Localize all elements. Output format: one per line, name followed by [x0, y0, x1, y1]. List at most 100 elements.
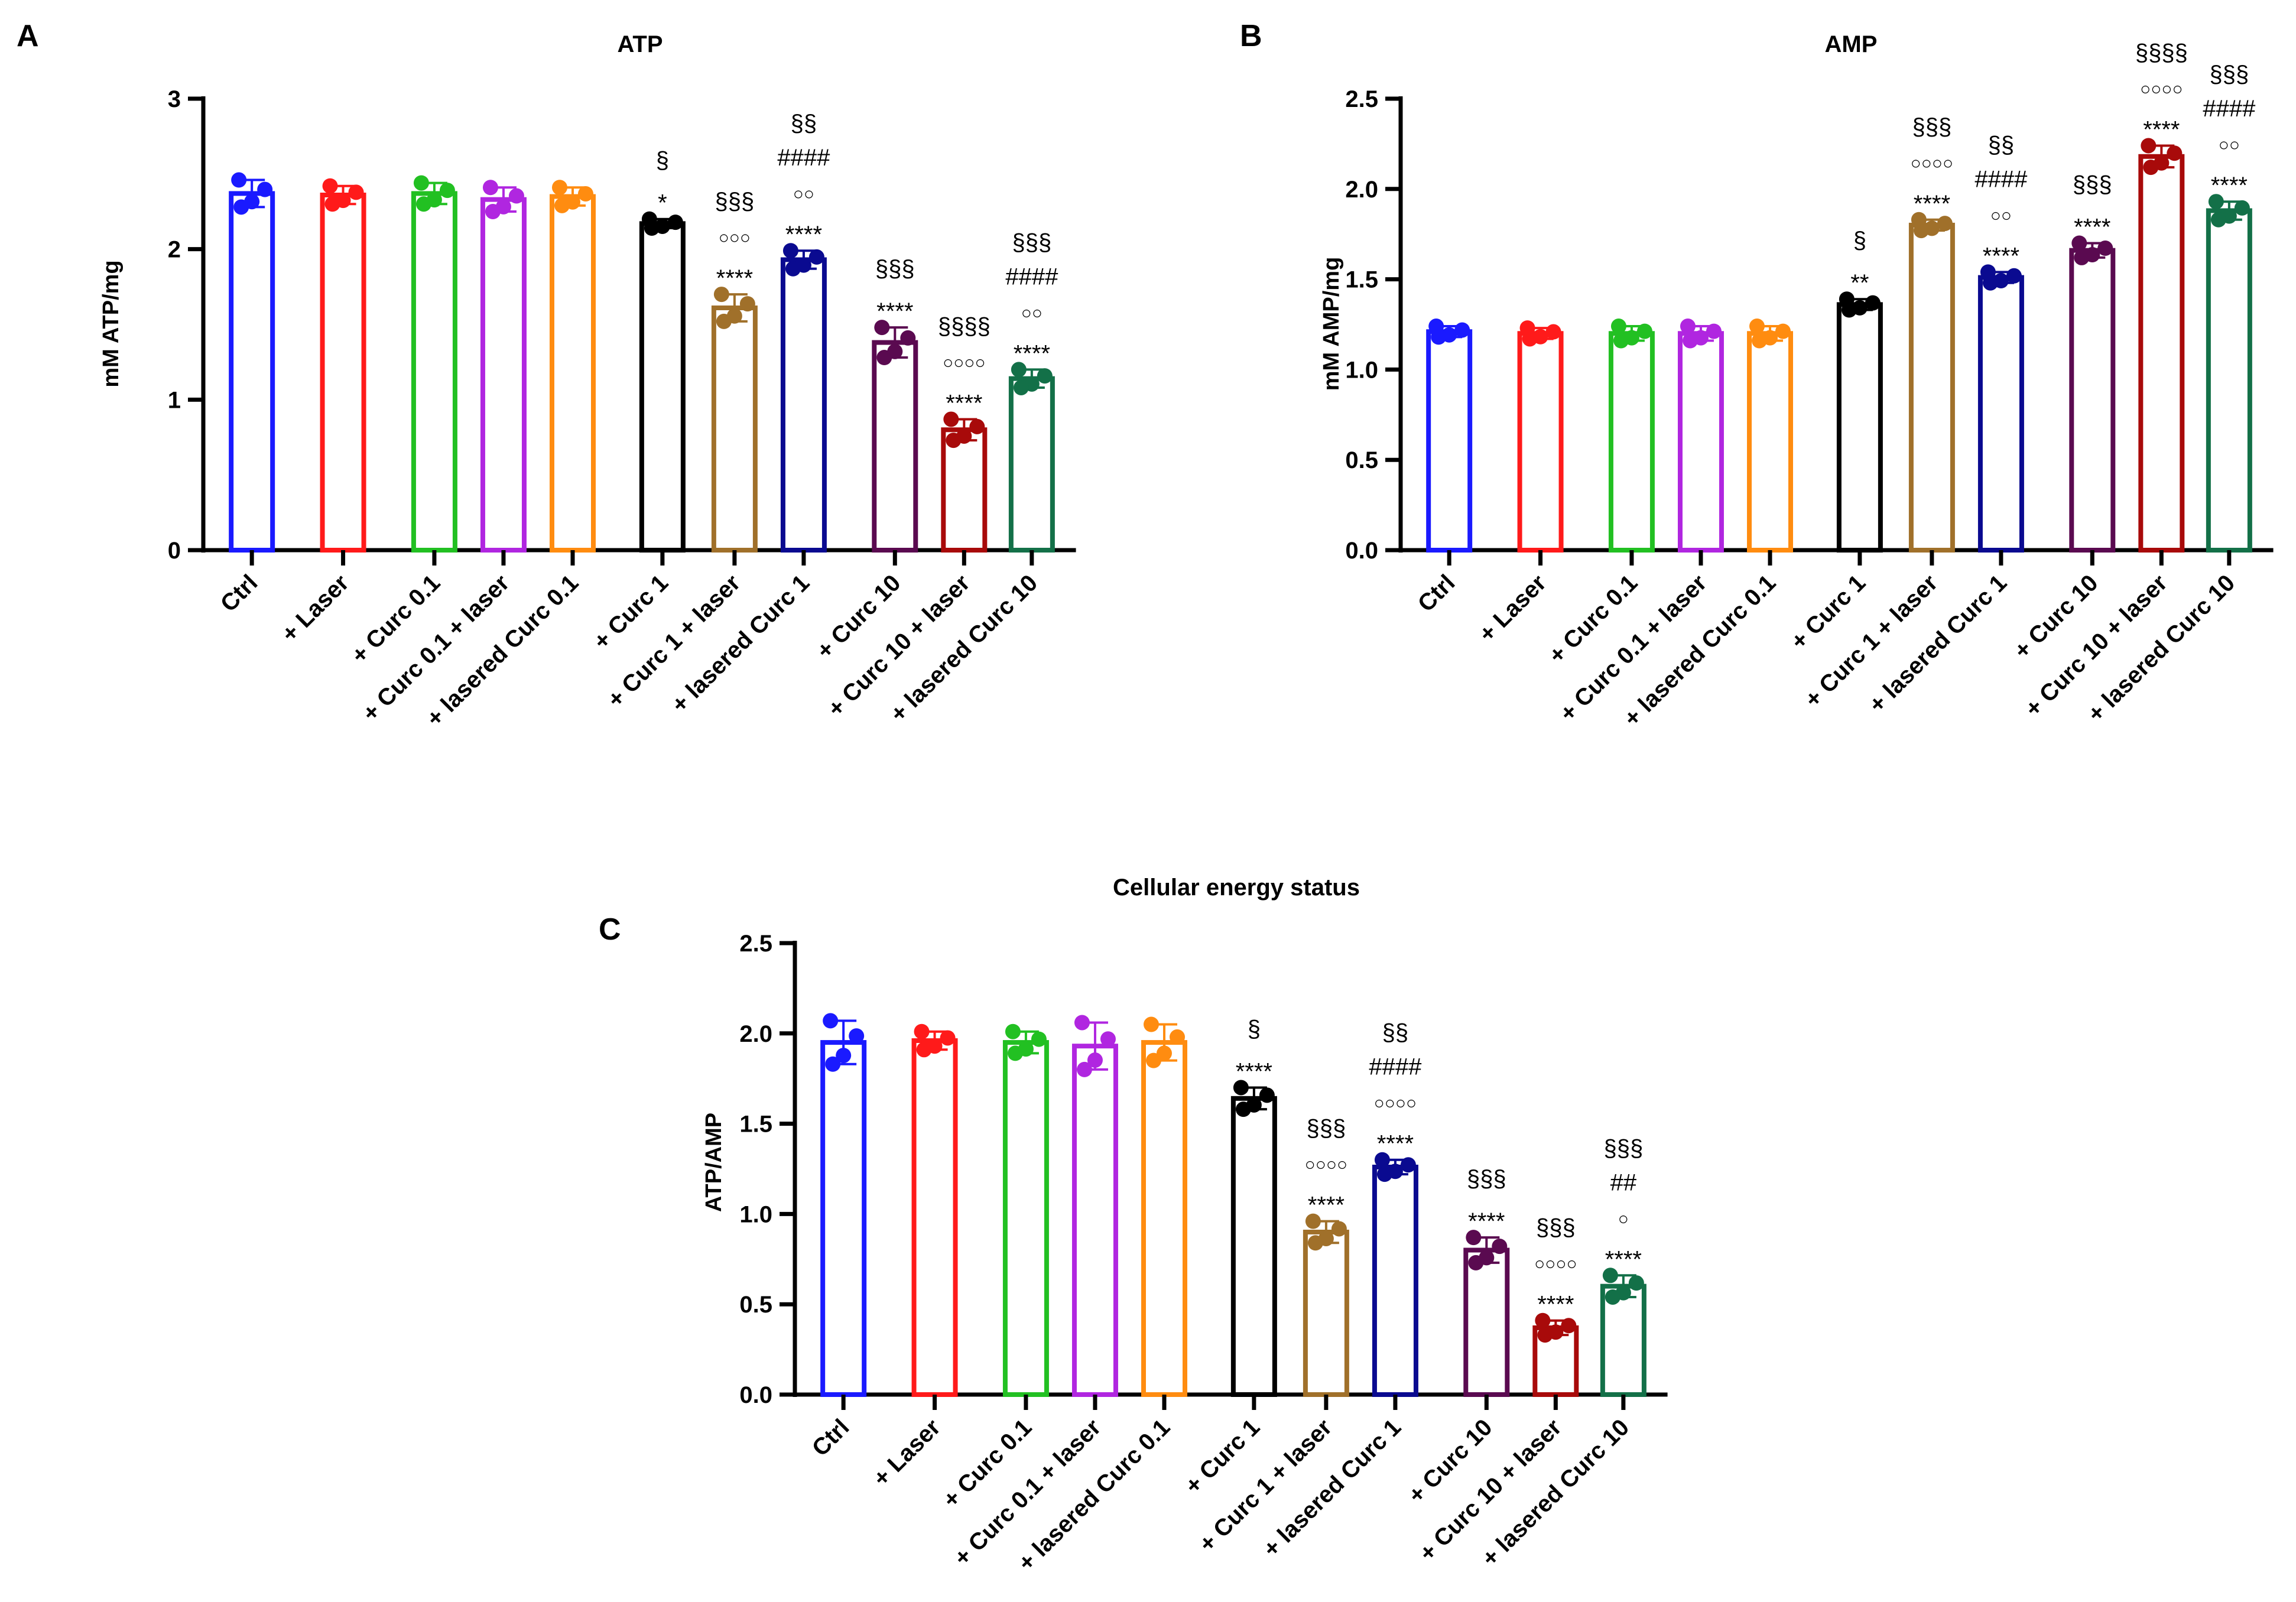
y-tick-label: 2.0: [739, 1021, 772, 1047]
data-point: [1100, 1031, 1116, 1047]
bar: [229, 191, 275, 553]
data-point: [1775, 323, 1791, 339]
y-tick-label: 0: [168, 538, 181, 564]
bar: [872, 340, 918, 553]
significance-marker: ****: [716, 265, 753, 291]
significance-marker: ○○○○: [943, 353, 985, 372]
y-tick-label: 2.5: [1345, 86, 1378, 112]
data-point: [1259, 1087, 1275, 1103]
x-tick-label: + Laser: [1474, 570, 1551, 647]
data-point: [439, 183, 455, 199]
data-point: [713, 287, 729, 303]
data-point: [1680, 319, 1696, 334]
data-point: [1011, 362, 1027, 378]
data-point: [1937, 216, 1953, 232]
data-point: [1535, 1312, 1551, 1328]
data-point: [1749, 319, 1765, 334]
bar: [1426, 329, 1473, 553]
data-point: [413, 175, 429, 191]
data-point: [1628, 1275, 1644, 1291]
significance-marker: ○: [1618, 1209, 1629, 1229]
data-point: [1007, 1045, 1023, 1061]
y-tick-label: 3: [168, 86, 181, 112]
data-point: [508, 188, 524, 204]
significance-marker: §§§: [1307, 1116, 1346, 1142]
x-tick-label: Ctrl: [807, 1414, 855, 1461]
significance-marker: ○○○○: [1534, 1255, 1577, 1274]
data-point: [1235, 1101, 1251, 1117]
significance-marker: §§§: [875, 256, 915, 282]
chart-panel-c: C Cellular energy status ATP/AMP 0.0 0.5 1.0 1…: [599, 875, 1668, 1576]
data-point: [415, 196, 431, 212]
data-point: [1031, 1031, 1047, 1047]
significance-marker: ○○: [1990, 206, 2012, 225]
y-axis-label: mM ATP/mg: [99, 260, 124, 387]
data-point: [482, 180, 498, 196]
bar: [1600, 1283, 1647, 1397]
significance-marker: §: [656, 148, 669, 174]
data-point: [836, 1048, 852, 1064]
data-point: [823, 1013, 839, 1029]
data-point: [1305, 1213, 1321, 1229]
data-point: [2071, 235, 2087, 251]
data-point: [554, 197, 570, 213]
data-point: [1143, 1016, 1159, 1032]
bar: [2069, 248, 2116, 553]
data-point: [667, 215, 683, 230]
data-point: [1037, 368, 1053, 384]
data-point: [1331, 1221, 1347, 1237]
significance-marker: ****: [2211, 173, 2248, 199]
data-point: [825, 1056, 841, 1072]
chart-title: ATP: [617, 31, 663, 57]
data-point: [1522, 331, 1538, 347]
significance-marker: ****: [1983, 243, 2019, 269]
panel-letter: A: [17, 19, 39, 53]
y-tick-label: 1.5: [739, 1112, 772, 1138]
data-point: [1682, 333, 1698, 349]
data-point: [485, 204, 501, 219]
data-point: [2143, 160, 2159, 176]
data-point: [1468, 1255, 1484, 1270]
data-point: [1610, 319, 1626, 334]
significance-marker: §: [1853, 228, 1866, 254]
bar: [1008, 376, 1055, 553]
data-point: [969, 418, 985, 434]
data-point: [716, 313, 732, 329]
data-point: [1865, 295, 1881, 311]
data-point: [1087, 1052, 1103, 1068]
data-point: [916, 1042, 932, 1058]
significance-marker: ****: [1014, 340, 1050, 366]
significance-marker: ○○○○: [1374, 1094, 1417, 1113]
significance-marker: §§§: [1603, 1135, 1643, 1161]
data-point: [1307, 1235, 1323, 1251]
x-tick-label: + Laser: [868, 1414, 946, 1491]
significance-marker: §§: [1988, 132, 2015, 158]
bar: [1372, 1164, 1418, 1397]
y-tick-label: 0.0: [739, 1382, 772, 1408]
x-tick-label: Ctrl: [216, 570, 263, 617]
bar: [639, 221, 686, 553]
significance-marker: ****: [785, 222, 822, 248]
data-point: [1169, 1029, 1185, 1045]
significance-marker: §§§: [1467, 1166, 1506, 1192]
significance-marker: §§: [791, 111, 817, 137]
significance-marker: §§§: [1536, 1215, 1576, 1241]
data-point: [1466, 1230, 1482, 1246]
chart-title: Cellular energy status: [1113, 875, 1360, 901]
significance-marker: ****: [1537, 1292, 1574, 1318]
data-point: [1376, 1166, 1392, 1182]
y-tick-label: 0.5: [739, 1292, 772, 1318]
data-point: [1605, 1289, 1620, 1305]
data-point: [2167, 145, 2183, 161]
data-point: [1751, 333, 1767, 349]
bar: [1002, 1040, 1049, 1397]
significance-marker: ####: [777, 145, 830, 171]
chart-title: AMP: [1825, 31, 1878, 57]
data-point: [1602, 1268, 1618, 1283]
data-point: [1545, 324, 1561, 340]
bar: [1836, 302, 1883, 553]
significance-marker: ****: [1236, 1058, 1272, 1084]
data-point: [348, 184, 364, 200]
data-point: [1005, 1023, 1021, 1039]
